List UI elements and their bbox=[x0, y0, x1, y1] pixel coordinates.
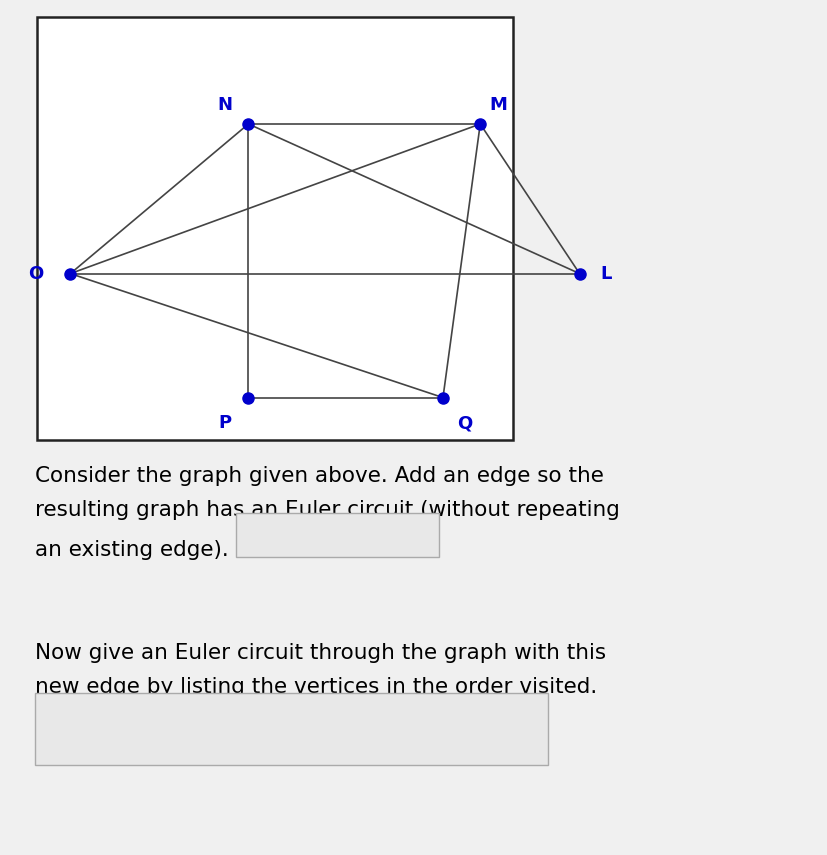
Text: resulting graph has an Euler circuit (without repeating: resulting graph has an Euler circuit (wi… bbox=[35, 500, 619, 520]
Text: new edge by listing the vertices in the order visited.: new edge by listing the vertices in the … bbox=[35, 677, 596, 697]
FancyBboxPatch shape bbox=[236, 513, 438, 557]
FancyBboxPatch shape bbox=[37, 17, 513, 440]
Text: an existing edge).: an existing edge). bbox=[35, 540, 228, 560]
Text: L: L bbox=[600, 264, 611, 283]
Text: M: M bbox=[489, 96, 507, 115]
FancyBboxPatch shape bbox=[35, 693, 547, 765]
Text: Now give an Euler circuit through the graph with this: Now give an Euler circuit through the gr… bbox=[35, 643, 605, 663]
Text: N: N bbox=[218, 96, 232, 115]
Text: O: O bbox=[28, 264, 43, 283]
Text: Consider the graph given above. Add an edge so the: Consider the graph given above. Add an e… bbox=[35, 466, 603, 486]
Text: P: P bbox=[218, 414, 232, 433]
Text: Q: Q bbox=[457, 414, 471, 433]
